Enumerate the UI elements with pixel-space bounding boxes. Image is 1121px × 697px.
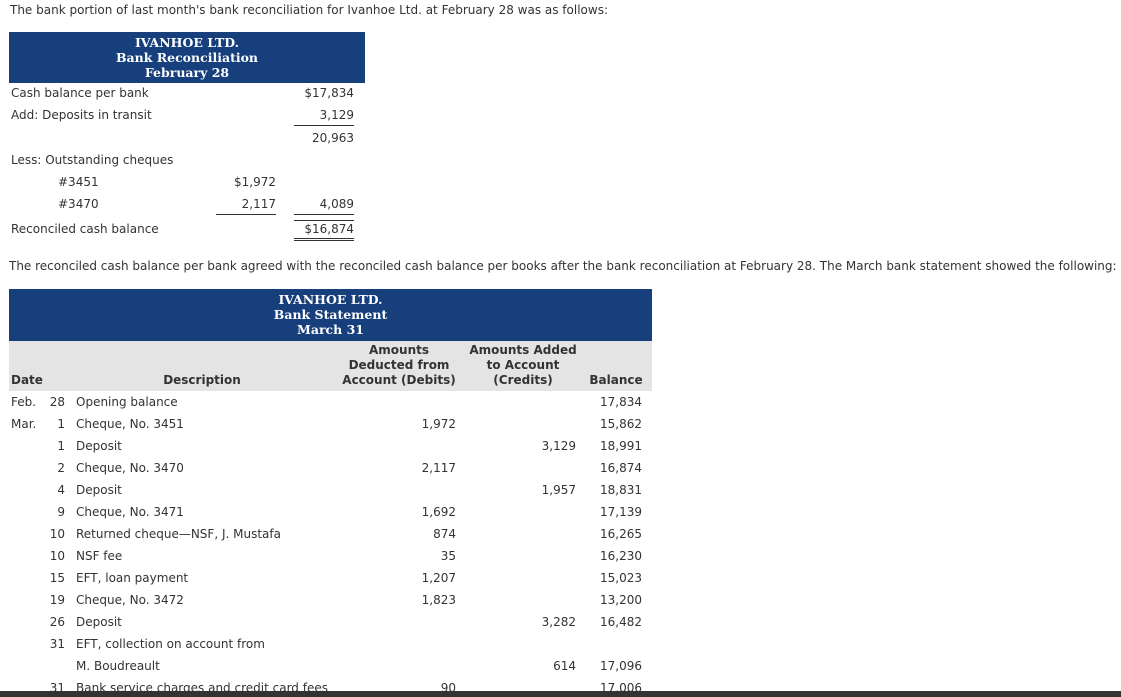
bottom-bar — [0, 691, 1121, 697]
day: 2 — [57, 461, 65, 475]
credit: 614 — [553, 659, 576, 673]
amount: 20,963 — [312, 131, 354, 145]
day: 9 — [57, 505, 65, 519]
col-credits: Amounts Added to Account (Credits) — [462, 343, 584, 388]
row-label: Cash balance per bank — [11, 86, 149, 100]
title-line: Bank Reconciliation — [115, 50, 259, 65]
title-line: March 31 — [297, 322, 364, 337]
credit: 3,129 — [541, 439, 576, 453]
day: 10 — [49, 527, 65, 541]
title-line: February 28 — [144, 65, 230, 80]
statement-header: IVANHOE LTD. Bank Statement March 31 — [9, 289, 652, 341]
amount: $17,834 — [304, 86, 354, 100]
description: Bank service charges and credit card fee… — [76, 681, 328, 695]
debit: 874 — [433, 527, 456, 541]
description: Opening balance — [76, 395, 178, 409]
debit: 1,823 — [421, 593, 456, 607]
column-header-bg — [9, 341, 652, 391]
row-label: Add: Deposits in transit — [11, 108, 152, 122]
description: Cheque, No. 3471 — [76, 505, 184, 519]
amount: $16,874 — [294, 220, 354, 241]
amount: 2,117 — [216, 197, 276, 215]
row-label: #3451 — [58, 175, 99, 189]
day: 31 — [49, 637, 65, 651]
balance: 18,831 — [600, 483, 642, 497]
title-line: IVANHOE LTD. — [134, 35, 240, 50]
balance: 17,834 — [600, 395, 642, 409]
header-line: to Account — [486, 358, 560, 372]
description: EFT, loan payment — [76, 571, 189, 585]
debit: 1,207 — [421, 571, 456, 585]
balance: 13,200 — [600, 593, 642, 607]
day: 26 — [49, 615, 65, 629]
balance: 17,006 — [600, 681, 642, 695]
day: 31 — [49, 681, 65, 695]
header-line: Account (Debits) — [342, 373, 456, 387]
amount: 3,129 — [294, 108, 354, 126]
header-line: (Credits) — [493, 373, 553, 387]
title-line: IVANHOE LTD. — [278, 292, 383, 307]
debit: 1,692 — [421, 505, 456, 519]
description: Cheque, No. 3472 — [76, 593, 184, 607]
balance: 16,874 — [600, 461, 642, 475]
col-date: Date — [11, 373, 43, 387]
row-label: Less: Outstanding cheques — [11, 153, 174, 167]
day: 1 — [57, 439, 65, 453]
description: Deposit — [76, 483, 122, 497]
credit: 1,957 — [541, 483, 576, 497]
description: EFT, collection on account from — [76, 637, 265, 651]
month: Feb. — [11, 395, 37, 409]
balance: 17,139 — [600, 505, 642, 519]
balance: 15,023 — [600, 571, 642, 585]
row-label: Reconciled cash balance — [11, 222, 159, 236]
credit: 3,282 — [541, 615, 576, 629]
day: 28 — [49, 395, 65, 409]
debit: 2,117 — [421, 461, 456, 475]
description: Deposit — [76, 615, 122, 629]
description: Returned cheque—NSF, J. Mustafa — [76, 527, 281, 541]
day: 19 — [49, 593, 65, 607]
debit: 1,972 — [421, 417, 456, 431]
day: 1 — [57, 417, 65, 431]
debit: 35 — [440, 549, 456, 563]
amount: 4,089 — [294, 197, 354, 215]
description: Cheque, No. 3470 — [76, 461, 184, 475]
header-line: Deducted from — [348, 358, 450, 372]
description: NSF fee — [76, 549, 123, 563]
header-line: Amounts — [369, 343, 429, 357]
header-line: Amounts Added — [469, 343, 577, 357]
row-label: #3470 — [58, 197, 99, 211]
col-balance: Balance — [589, 373, 643, 387]
intro: The bank portion of last month's bank re… — [10, 3, 608, 17]
title-line: Bank Statement — [273, 307, 388, 322]
description: Deposit — [76, 439, 122, 453]
balance: 16,482 — [600, 615, 642, 629]
balance: 17,096 — [600, 659, 642, 673]
balance: 18,991 — [600, 439, 642, 453]
col-description: Description — [163, 373, 241, 387]
balance: 16,230 — [600, 549, 642, 563]
balance: 16,265 — [600, 527, 642, 541]
col-debits: Amounts Deducted from Account (Debits) — [336, 343, 462, 388]
amount: $1,972 — [234, 175, 276, 189]
paragraph: The reconciled cash balance per bank agr… — [9, 259, 1117, 273]
day: 10 — [49, 549, 65, 563]
day: 4 — [57, 483, 65, 497]
debit: 90 — [440, 681, 456, 695]
description: M. Boudreault — [76, 659, 160, 673]
day: 15 — [49, 571, 65, 585]
description: Cheque, No. 3451 — [76, 417, 184, 431]
month: Mar. — [11, 417, 37, 431]
balance: 15,862 — [600, 417, 642, 431]
reconciliation-header: IVANHOE LTD. Bank Reconciliation Februar… — [9, 32, 365, 83]
